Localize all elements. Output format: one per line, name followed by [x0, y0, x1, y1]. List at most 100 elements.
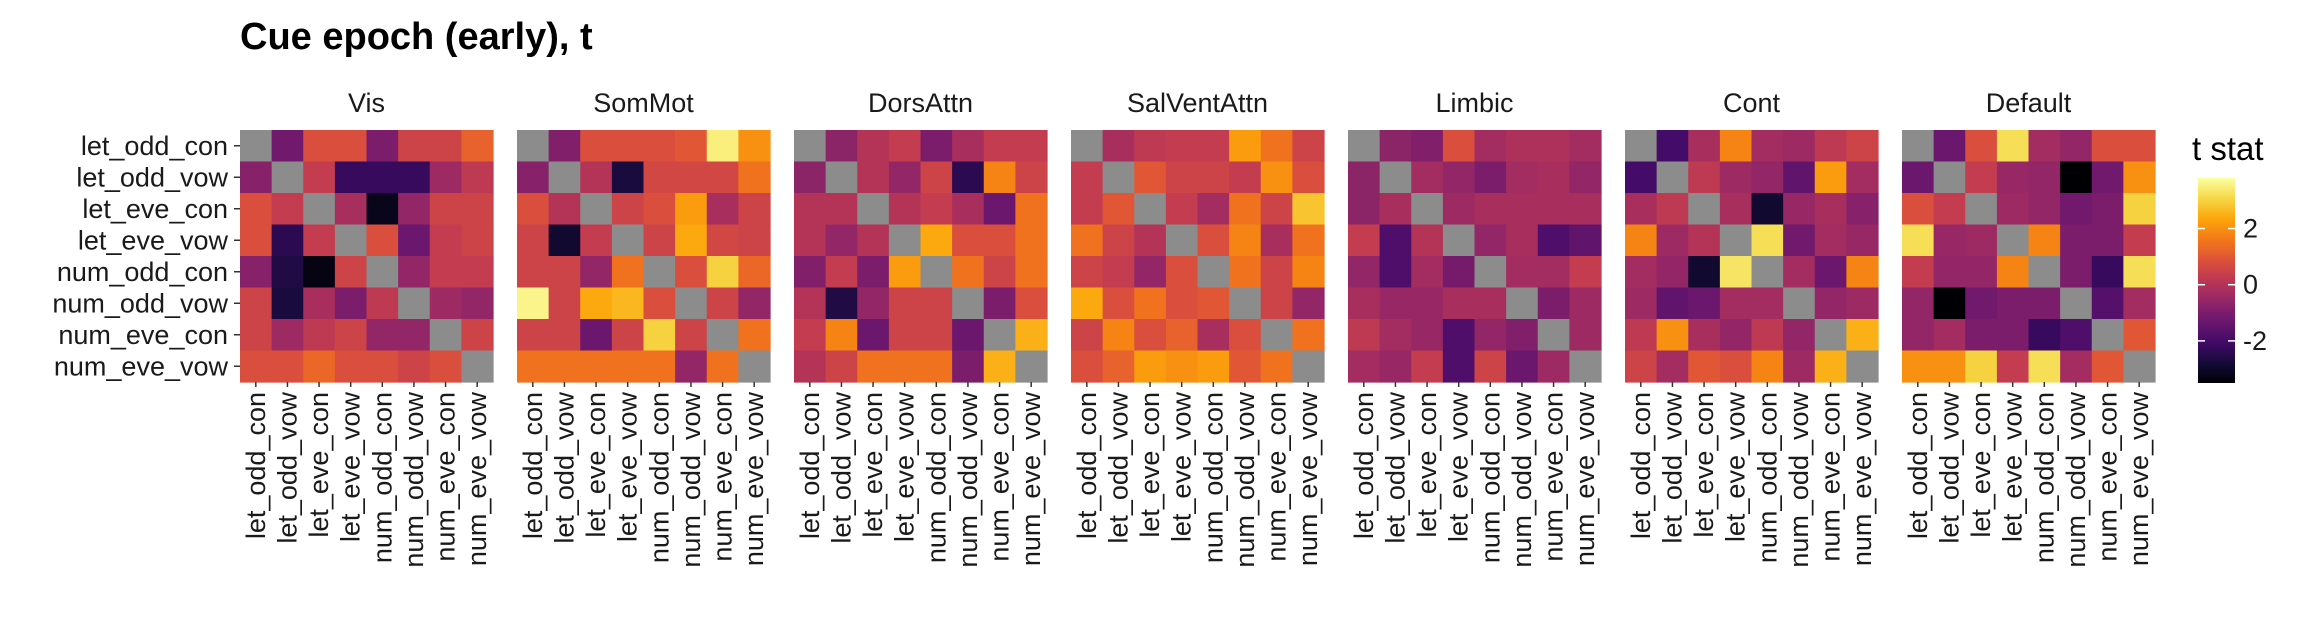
heatmap-cell [303, 287, 336, 320]
heatmap-cell [1015, 161, 1048, 194]
x-tick-label: num_odd_con [2029, 392, 2059, 563]
heatmap-cell [1260, 256, 1293, 289]
heatmap-cell [825, 130, 858, 163]
heatmap-cell [1102, 256, 1135, 289]
x-tick-label: let_eve_con [1412, 392, 1442, 538]
heatmap-cell [1902, 319, 1935, 352]
heatmap-cell [548, 193, 581, 226]
heatmap-cell [1260, 161, 1293, 194]
heatmap-cell [1260, 193, 1293, 226]
heatmap-cell [548, 287, 581, 320]
heatmap-cell [1506, 193, 1539, 226]
heatmap-cell [1933, 130, 1966, 163]
heatmap-cell [1348, 161, 1381, 194]
heatmap-cell [888, 319, 922, 352]
heatmap-cell [1537, 256, 1570, 289]
heatmap-cell [2028, 224, 2061, 257]
x-tick-label: num_odd_con [1475, 392, 1505, 563]
heatmap-cell [794, 161, 827, 194]
heatmap-cell [1902, 256, 1935, 289]
heatmap-cell [2028, 287, 2061, 320]
heatmap-cell [1656, 256, 1689, 289]
heatmap-cell-na [983, 319, 1016, 352]
heatmap-cell [429, 193, 462, 226]
heatmap-cell-na [271, 161, 304, 194]
heatmap-cell [1379, 350, 1412, 383]
panel-title: Limbic [1435, 88, 1513, 118]
x-tick-label: let_odd_vow [826, 392, 856, 544]
heatmap-cell [1814, 193, 1847, 226]
heatmap-cell-na [1719, 224, 1753, 257]
heatmap-cell [1102, 224, 1135, 257]
heatmap-cell [1996, 319, 2030, 352]
heatmap-cell [334, 130, 368, 163]
heatmap-cell-na [1751, 256, 1784, 289]
heatmap-cell [1719, 319, 1753, 352]
x-tick-label: num_odd_con [644, 392, 674, 563]
heatmap-cell [366, 319, 399, 352]
heatmap-cell [1134, 350, 1167, 383]
x-tick-label: num_eve_con [708, 392, 738, 562]
heatmap-cell-na [1379, 161, 1412, 194]
x-tick-label: num_eve_con [1539, 392, 1569, 562]
heatmap-cell [1379, 130, 1412, 163]
heatmap-cell [398, 130, 431, 163]
heatmap-cell [2123, 224, 2156, 257]
heatmap-cell [303, 350, 336, 383]
heatmap-cell [1569, 224, 1602, 257]
heatmap-cell [1071, 350, 1104, 383]
heatmap-cell-na [1902, 130, 1935, 163]
panel-dorsattn: DorsAttn let_odd_con let_odd_vow let_eve_co… [794, 88, 1048, 568]
heatmap-cell [706, 193, 739, 226]
heatmap-cell [1379, 193, 1412, 226]
heatmap-cell [1506, 130, 1539, 163]
heatmap-cell [952, 161, 985, 194]
heatmap-cell [1625, 287, 1658, 320]
heatmap-cell-na [794, 130, 827, 163]
heatmap-cell [240, 193, 273, 226]
x-tick-label: num_eve_con [1262, 392, 1292, 562]
heatmap-cell [271, 319, 304, 352]
x-tick-label: num_odd_con [921, 392, 951, 563]
heatmap-cell [398, 319, 431, 352]
heatmap-cell-na [1537, 319, 1570, 352]
heatmap-cell [825, 193, 858, 226]
x-tick-label: num_eve_con [1816, 392, 1846, 562]
heatmap-cell [580, 350, 613, 383]
heatmap-cell [461, 319, 494, 352]
heatmap-cell [461, 193, 494, 226]
heatmap-cell [952, 193, 985, 226]
heatmap-cell [271, 287, 304, 320]
heatmap-cell [580, 287, 613, 320]
heatmap-cell [2060, 130, 2093, 163]
heatmap-cell [643, 350, 676, 383]
heatmap-cell [675, 224, 708, 257]
heatmap-cell [1411, 224, 1444, 257]
heatmap-cell [1071, 224, 1104, 257]
heatmap-cell [983, 287, 1016, 320]
x-tick-label: num_odd_con [1752, 392, 1782, 563]
heatmap-cell-na [2028, 256, 2061, 289]
heatmap-cell [1102, 130, 1135, 163]
heatmap-cell [1688, 256, 1721, 289]
heatmap-cell-na [1165, 224, 1199, 257]
panel-sommot: SomMot let_odd_con let_odd_vow let_eve_con l… [517, 88, 771, 568]
heatmap-cell [1933, 287, 1966, 320]
heatmap-cell [580, 224, 613, 257]
heatmap-cell-na [429, 319, 462, 352]
heatmap-cell [1902, 161, 1935, 194]
heatmap-cell [1537, 193, 1570, 226]
heatmap-cell [1165, 256, 1199, 289]
heatmap-cell [2091, 193, 2124, 226]
heatmap-cell [1134, 161, 1167, 194]
x-tick-label: let_eve_con [581, 392, 611, 538]
heatmap-cell [2091, 287, 2124, 320]
heatmap-cell [1292, 224, 1325, 257]
heatmap-cell [1751, 287, 1784, 320]
legend-tick-label: 0 [2243, 270, 2258, 300]
heatmap-cell [1292, 130, 1325, 163]
heatmap-cell [920, 224, 953, 257]
heatmap-cell [611, 161, 645, 194]
heatmap-cell [1751, 350, 1784, 383]
